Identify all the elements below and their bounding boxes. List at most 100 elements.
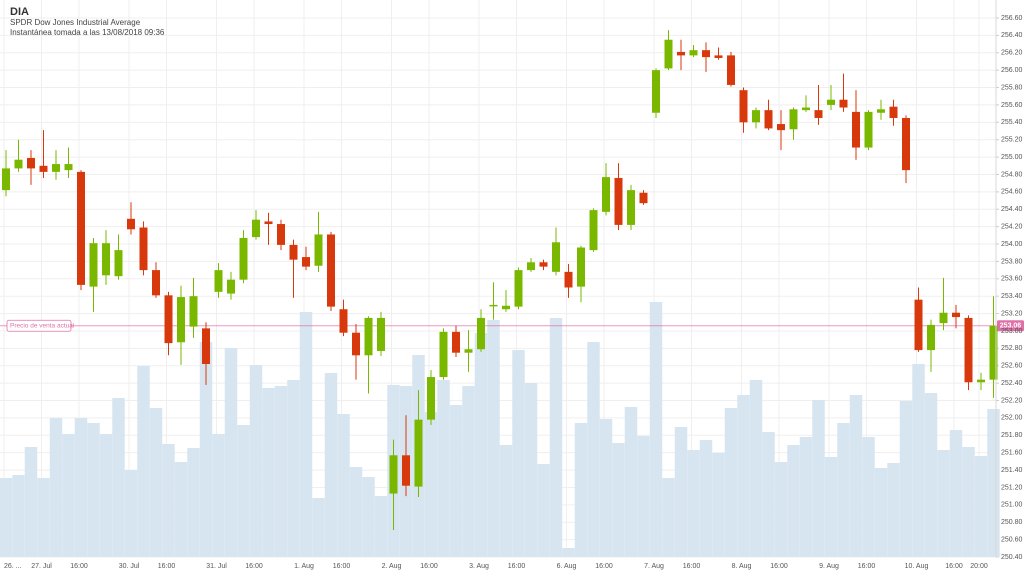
x-tick-label: 16:00 (858, 563, 876, 570)
volume-bar (649, 302, 663, 557)
volume-bar (849, 395, 863, 557)
volume-bar (887, 463, 900, 557)
candle-body (702, 50, 710, 58)
volume-bar (24, 447, 38, 557)
y-tick-label: 254.40 (1001, 206, 1023, 213)
candle-body (139, 227, 148, 271)
candle-body (514, 270, 523, 307)
candle-body (202, 328, 210, 365)
x-tick-label: 16:00 (70, 563, 88, 570)
volume-bar (487, 320, 500, 557)
candle-body (102, 243, 110, 276)
candle-body (327, 234, 335, 307)
y-tick-label: 253.60 (1001, 276, 1023, 283)
x-tick-label: 16:00 (683, 563, 701, 570)
x-tick-label: 16:00 (245, 563, 263, 570)
candle-body (427, 377, 435, 420)
candle-body (614, 177, 623, 225)
x-tick-label: 10. Aug (905, 563, 929, 570)
candle-body (189, 296, 198, 327)
y-tick-label: 253.20 (1001, 310, 1023, 317)
candle-body (977, 379, 985, 383)
volume-bar (137, 366, 150, 557)
volume-bar (362, 477, 375, 557)
y-tick-label: 254.60 (1001, 189, 1023, 196)
volume-bar (262, 388, 275, 557)
x-tick-label: 16:00 (158, 563, 176, 570)
candle-body (639, 192, 648, 204)
y-tick-label: 254.00 (1001, 241, 1023, 248)
current-price-label: 253.06 (1000, 323, 1022, 330)
x-tick-label: 20:00 (970, 563, 988, 570)
volume-bar (824, 457, 838, 557)
candle-body (602, 177, 610, 212)
candle-body (902, 117, 910, 171)
candle-body (302, 257, 310, 267)
candle-body (64, 164, 73, 171)
candle-body (352, 332, 360, 356)
candle-body (789, 109, 798, 130)
x-tick-label: 26. ... (4, 563, 22, 570)
volume-bar (512, 350, 525, 557)
volume-bar (762, 432, 775, 557)
candle-body (764, 110, 773, 129)
chart-title: DIA (10, 6, 29, 18)
volume-bar (337, 414, 350, 557)
candle-body (377, 317, 385, 351)
y-tick-label: 252.00 (1001, 415, 1023, 422)
x-tick-label: 1. Aug (294, 563, 314, 570)
candle-body (914, 299, 923, 351)
volume-bar (449, 405, 463, 557)
y-tick-label: 251.00 (1001, 502, 1023, 509)
volume-bar (599, 419, 613, 557)
candle-body (502, 305, 510, 310)
candle-body (752, 110, 760, 123)
candle-body (739, 90, 748, 123)
candle-body (289, 244, 298, 260)
volume-bar (174, 462, 188, 557)
candle-body (414, 419, 423, 487)
volume-bar (624, 407, 638, 557)
y-tick-label: 251.80 (1001, 432, 1023, 439)
candle-body (277, 224, 285, 245)
x-tick-label: 7. Aug (644, 563, 664, 570)
volume-bar (537, 464, 550, 557)
volume-bar (712, 453, 725, 557)
candle-body (114, 250, 123, 277)
candle-body (727, 55, 735, 85)
volume-bar (612, 443, 625, 557)
volume-bar (562, 548, 575, 557)
candle-body (814, 110, 823, 118)
volume-bar (574, 423, 588, 557)
volume-bar (87, 423, 100, 557)
volume-bar (162, 444, 175, 557)
candle-body (864, 111, 873, 148)
candle-body (989, 325, 998, 380)
y-tick-label: 251.20 (1001, 484, 1023, 491)
volume-bar (224, 348, 238, 557)
x-tick-label: 2. Aug (382, 563, 402, 570)
volume-bar (949, 430, 963, 557)
volume-bar (724, 408, 738, 557)
x-tick-label: 3. Aug (469, 563, 489, 570)
y-tick-label: 255.40 (1001, 119, 1023, 126)
volume-bar (324, 373, 338, 557)
x-tick-label: 8. Aug (732, 563, 752, 570)
volume-bar (812, 400, 825, 557)
y-tick-label: 252.60 (1001, 363, 1023, 370)
volume-bar (99, 434, 113, 557)
volume-bar (0, 478, 13, 557)
y-tick-label: 254.20 (1001, 223, 1023, 230)
volume-bar (37, 478, 50, 557)
candle-body (652, 70, 660, 113)
candle-body (939, 312, 948, 324)
volume-bar (49, 418, 63, 557)
volume-bar (912, 364, 925, 557)
volume-bar (112, 398, 125, 557)
volume-bar (737, 395, 750, 557)
candle-body (564, 271, 573, 288)
volume-bar (374, 496, 388, 557)
candle-body (2, 168, 10, 191)
volume-bar (774, 462, 788, 557)
y-tick-label: 253.40 (1001, 293, 1023, 300)
